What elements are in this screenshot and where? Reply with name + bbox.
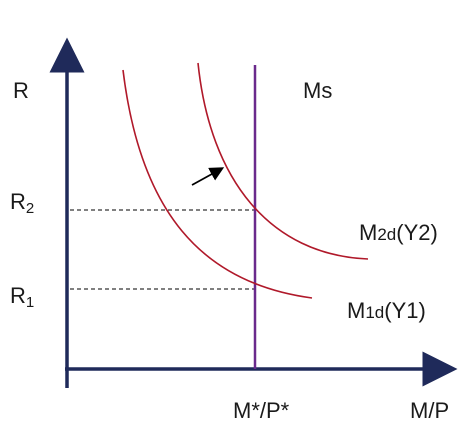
- shift-right-arrow-icon: [191, 167, 225, 186]
- y-axis-label: R: [13, 78, 29, 103]
- x-equilibrium-label: M*/P*: [233, 398, 290, 422]
- money-demand-curve-2: [197, 62, 369, 260]
- money-demand-2-label: M2d(Y2): [359, 220, 438, 245]
- r2-label: R2: [10, 189, 34, 217]
- money-supply-label: Ms: [303, 78, 332, 103]
- x-axis-label: M/P: [410, 398, 449, 422]
- money-demand-1-label: M1d(Y1): [347, 298, 426, 323]
- r1-label: R1: [10, 283, 34, 311]
- money-demand-curve-1: [122, 69, 313, 299]
